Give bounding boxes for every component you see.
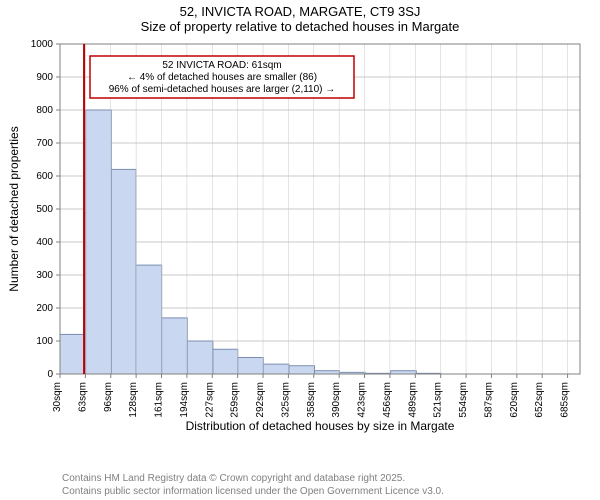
x-tick-label: 325sqm — [280, 382, 291, 418]
y-tick-label: 100 — [36, 336, 53, 347]
y-tick-label: 500 — [36, 204, 53, 215]
footer-line1: Contains HM Land Registry data © Crown c… — [62, 473, 444, 486]
x-tick-label: 292sqm — [255, 382, 266, 418]
x-tick-label: 587sqm — [483, 382, 494, 418]
y-tick-label: 400 — [36, 237, 53, 248]
x-axis-label: Distribution of detached houses by size … — [186, 419, 455, 433]
chart-title-line1: 52, INVICTA ROAD, MARGATE, CT9 3SJ — [0, 4, 600, 19]
x-tick-label: 227sqm — [204, 382, 215, 418]
histogram-bar — [289, 366, 315, 374]
y-tick-label: 0 — [47, 369, 53, 380]
histogram-bar — [263, 364, 289, 374]
histogram-chart: 0 100 200 300 400 500 600 700 800 900 1000 30sqm 63s… — [0, 36, 600, 466]
histogram-bar — [162, 318, 188, 374]
histogram-bar — [187, 341, 213, 374]
callout-line2: ← 4% of detached houses are smaller (86) — [127, 72, 317, 83]
histogram-bar — [111, 169, 136, 374]
y-tick-label: 1000 — [31, 39, 54, 50]
x-tick-label: 489sqm — [407, 382, 418, 418]
footer-line2: Contains public sector information licen… — [62, 486, 444, 499]
y-tick-label: 800 — [36, 105, 53, 116]
callout-line1: 52 INVICTA ROAD: 61sqm — [162, 60, 281, 71]
y-tick-label: 300 — [36, 270, 53, 281]
x-tick-label: 390sqm — [331, 382, 342, 418]
x-tick-label: 423sqm — [357, 382, 368, 418]
y-tick-label: 700 — [36, 138, 53, 149]
x-tick-label: 96sqm — [103, 382, 114, 412]
x-tick-label: 456sqm — [382, 382, 393, 418]
histogram-bar — [136, 265, 162, 374]
chart-title-line2: Size of property relative to detached ho… — [0, 19, 600, 34]
x-tick-label: 161sqm — [154, 382, 165, 418]
x-tick-label: 128sqm — [128, 382, 139, 418]
x-tick-label: 63sqm — [77, 382, 88, 412]
x-tick-label: 620sqm — [509, 382, 520, 418]
callout-line3: 96% of semi-detached houses are larger (… — [109, 84, 336, 95]
x-tick-label: 30sqm — [52, 382, 63, 412]
histogram-bar — [60, 334, 86, 374]
y-axis-label: Number of detached properties — [7, 126, 21, 291]
attribution-footer: Contains HM Land Registry data © Crown c… — [62, 473, 444, 498]
y-tick-label: 200 — [36, 303, 53, 314]
histogram-bar — [86, 110, 112, 374]
x-tick-label: 194sqm — [179, 382, 190, 418]
x-tick-label: 685sqm — [560, 382, 571, 418]
histogram-bar — [213, 349, 238, 374]
x-tick-label: 554sqm — [458, 382, 469, 418]
x-tick-label: 358sqm — [306, 382, 317, 418]
histogram-bar — [238, 358, 264, 375]
x-tick-label: 521sqm — [433, 382, 444, 418]
x-tick-label: 652sqm — [534, 382, 545, 418]
y-tick-label: 600 — [36, 171, 53, 182]
y-tick-label: 900 — [36, 72, 53, 83]
x-tick-label: 259sqm — [230, 382, 241, 418]
